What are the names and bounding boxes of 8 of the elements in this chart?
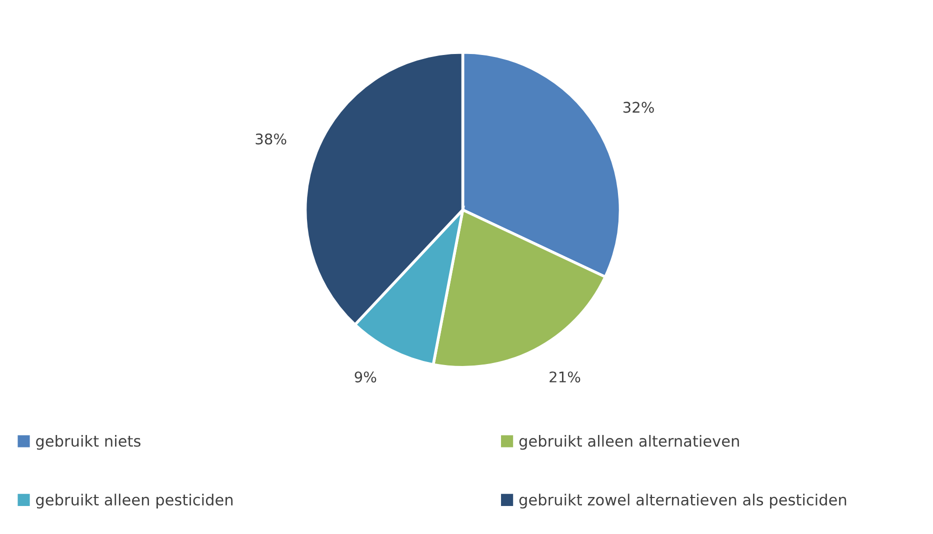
data-label: 32% [623, 102, 654, 113]
data-label: 21% [550, 371, 580, 382]
legend-label: gebruikt niets [36, 434, 140, 450]
data-label: 38% [256, 133, 286, 145]
legend-label: gebruikt alleen alternatieven [519, 434, 739, 450]
data-label: 9% [354, 371, 376, 382]
legend-label: gebruikt alleen pesticiden [36, 494, 233, 508]
legend-label: gebruikt zowel alternatieven als pesticiden [519, 494, 846, 508]
